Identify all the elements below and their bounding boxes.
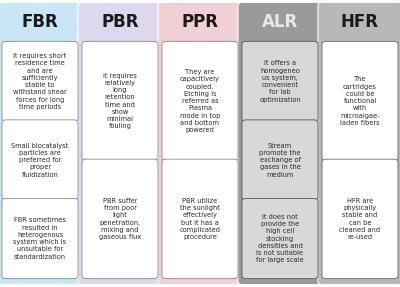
Text: HFR are
physically
stable and
can be
cleaned and
re-used: HFR are physically stable and can be cle… (340, 198, 380, 240)
FancyBboxPatch shape (242, 120, 318, 200)
FancyBboxPatch shape (322, 159, 398, 279)
FancyBboxPatch shape (0, 2, 82, 285)
Text: PBR utilize
the sunlight
effectively
but it has a
complicated
procedure: PBR utilize the sunlight effectively but… (180, 198, 220, 240)
FancyBboxPatch shape (2, 41, 78, 122)
FancyBboxPatch shape (82, 159, 158, 279)
Text: It requires
relatively
long
retention
time and
show
minimal
fouling: It requires relatively long retention ti… (103, 73, 137, 129)
FancyBboxPatch shape (2, 198, 78, 279)
Text: FBR: FBR (22, 13, 58, 30)
Text: They are
capacitively
coupled.
Etching is
referred as
Plasma
mode in top
and bot: They are capacitively coupled. Etching i… (180, 69, 220, 133)
FancyBboxPatch shape (238, 2, 322, 285)
Text: PPR: PPR (182, 13, 218, 30)
Text: PBR suffer
from poor
light
penetration,
mixing and
gaseous flux: PBR suffer from poor light penetration, … (99, 198, 141, 240)
FancyBboxPatch shape (158, 2, 242, 285)
Text: It does not
provide the
high cell
stocking
densities and
is not suitable
for lar: It does not provide the high cell stocki… (256, 214, 304, 263)
Text: The
cartridges
could be
functional
with
microalgae-
laden fibers: The cartridges could be functional with … (340, 76, 380, 126)
FancyBboxPatch shape (242, 41, 318, 122)
FancyBboxPatch shape (2, 120, 78, 200)
Text: Stream
promote the
exchange of
gases in the
medium: Stream promote the exchange of gases in … (259, 143, 301, 177)
Text: HFR: HFR (341, 13, 379, 30)
Text: Small biocatalyst
particles are
preferred for
proper
fluidization: Small biocatalyst particles are preferre… (11, 143, 69, 177)
FancyBboxPatch shape (78, 2, 162, 285)
FancyBboxPatch shape (162, 41, 238, 161)
Text: It offers a
homogeneo
us system,
convenient
for lab
optimization: It offers a homogeneo us system, conveni… (259, 60, 301, 102)
Text: It requires short
residence time
and are
sufficiently
stable to
withstand shear
: It requires short residence time and are… (13, 53, 67, 110)
Text: FBR sometimes
resulted in
heterogenous
system which is
unsuitable for
standardiz: FBR sometimes resulted in heterogenous s… (14, 218, 66, 260)
FancyBboxPatch shape (242, 198, 318, 279)
Text: PBR: PBR (101, 13, 139, 30)
Text: ALR: ALR (262, 13, 298, 30)
FancyBboxPatch shape (82, 41, 158, 161)
FancyBboxPatch shape (162, 159, 238, 279)
FancyBboxPatch shape (318, 2, 400, 285)
FancyBboxPatch shape (322, 41, 398, 161)
